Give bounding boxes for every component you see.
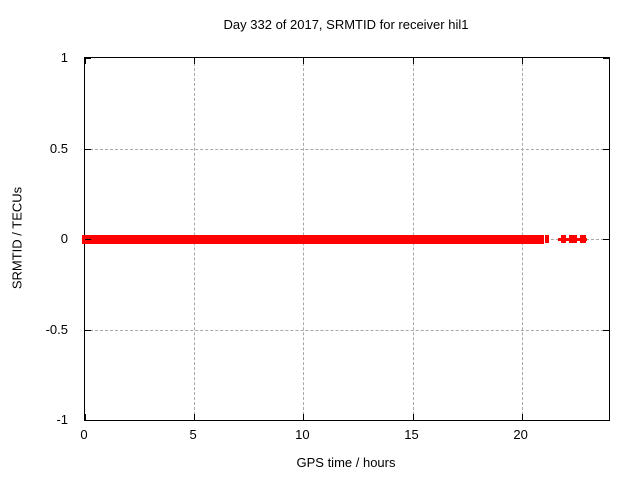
data-segment-point	[579, 235, 587, 243]
data-segment-dense-band	[82, 234, 544, 244]
y-gridline	[85, 148, 609, 150]
y-tick-mark-left	[85, 239, 91, 240]
x-tick-mark-top	[303, 58, 305, 64]
y-tick-label: 0.5	[49, 140, 68, 156]
x-tick-mark-bottom	[521, 414, 523, 420]
y-tick-label: -1	[56, 412, 68, 427]
x-tick-label: 0	[80, 427, 88, 442]
y-tick-mark-left	[85, 148, 91, 150]
x-tick-mark-bottom	[194, 414, 196, 420]
data-segment-point	[568, 235, 578, 243]
data-segment-point	[560, 235, 567, 243]
x-tick-mark-top	[521, 58, 523, 64]
x-tick-mark-bottom	[85, 414, 86, 420]
x-tick-label: 15	[404, 427, 419, 442]
x-tick-label: 20	[513, 427, 528, 442]
x-tick-mark-top	[194, 58, 196, 64]
y-gridline	[85, 329, 609, 331]
data-segment-point	[544, 235, 549, 243]
y-tick-mark-right	[603, 239, 609, 240]
plot-area	[82, 57, 610, 421]
y-tick-mark-right	[603, 420, 609, 421]
y-tick-mark-left	[85, 420, 91, 421]
y-tick-mark-right	[603, 329, 609, 331]
y-tick-mark-left	[85, 58, 91, 59]
x-tick-label: 10	[295, 427, 310, 442]
x-axis-label: GPS time / hours	[296, 455, 396, 470]
y-tick-mark-right	[603, 148, 609, 150]
x-tick-mark-bottom	[303, 414, 305, 420]
y-tick-mark-right	[603, 58, 609, 59]
x-tick-mark-top	[85, 58, 86, 64]
y-tick-label: -0.5	[45, 321, 68, 337]
x-tick-mark-bottom	[412, 414, 414, 420]
y-tick-label: 0	[60, 231, 68, 246]
y-tick-label: 1	[60, 50, 68, 65]
y-tick-mark-left	[85, 329, 91, 331]
chart-title: Day 332 of 2017, SRMTID for receiver hil…	[223, 17, 469, 32]
x-tick-label: 5	[189, 427, 197, 442]
x-tick-mark-top	[412, 58, 414, 64]
